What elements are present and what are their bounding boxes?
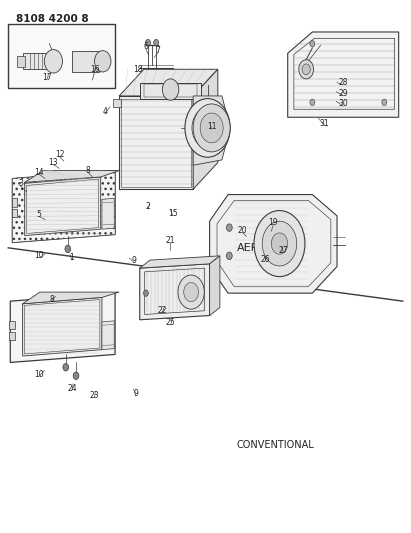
Circle shape [184, 282, 199, 302]
Polygon shape [210, 195, 337, 293]
Text: 10: 10 [34, 252, 44, 260]
Polygon shape [193, 69, 218, 189]
Circle shape [310, 99, 315, 106]
Text: 31: 31 [320, 119, 330, 128]
Polygon shape [102, 198, 114, 229]
Circle shape [254, 211, 305, 277]
Polygon shape [140, 256, 220, 268]
Circle shape [178, 275, 204, 309]
Polygon shape [27, 179, 99, 233]
Text: 5: 5 [37, 210, 42, 219]
Text: 11: 11 [207, 123, 217, 131]
Circle shape [192, 108, 223, 148]
Text: 26: 26 [260, 255, 270, 263]
Polygon shape [23, 292, 119, 304]
Circle shape [226, 224, 232, 231]
Text: 24: 24 [67, 384, 77, 392]
Circle shape [185, 99, 230, 157]
Polygon shape [102, 321, 114, 350]
Text: 2: 2 [145, 203, 150, 211]
Polygon shape [25, 177, 101, 236]
Circle shape [262, 221, 297, 266]
Circle shape [73, 372, 79, 379]
Polygon shape [12, 209, 17, 217]
Text: 9: 9 [131, 256, 136, 264]
Polygon shape [210, 256, 220, 316]
Circle shape [193, 104, 230, 152]
Text: 21: 21 [166, 237, 175, 245]
Text: 27: 27 [279, 246, 289, 255]
Text: 6: 6 [143, 43, 148, 51]
Polygon shape [25, 300, 100, 354]
Text: 20: 20 [238, 226, 247, 235]
Text: 23: 23 [90, 391, 99, 400]
Circle shape [154, 39, 159, 46]
Circle shape [65, 245, 71, 253]
Circle shape [143, 290, 148, 296]
Polygon shape [23, 53, 53, 69]
Polygon shape [119, 69, 218, 96]
Text: 9: 9 [133, 389, 138, 398]
Circle shape [302, 64, 310, 75]
Text: CONVENTIONAL: CONVENTIONAL [236, 440, 314, 450]
Text: 19: 19 [268, 219, 278, 227]
Text: 7: 7 [156, 46, 161, 54]
Text: 14: 14 [34, 168, 44, 176]
Polygon shape [119, 96, 193, 189]
Polygon shape [9, 332, 15, 340]
Text: 18: 18 [133, 65, 143, 74]
Text: 22: 22 [157, 306, 167, 314]
Text: AERO: AERO [237, 243, 268, 253]
Circle shape [226, 252, 232, 260]
Polygon shape [193, 96, 230, 165]
Polygon shape [113, 99, 121, 107]
Circle shape [299, 60, 314, 79]
Circle shape [145, 39, 150, 46]
Polygon shape [10, 293, 115, 362]
Polygon shape [72, 51, 99, 72]
Polygon shape [25, 171, 119, 182]
Text: 8: 8 [86, 166, 91, 175]
Circle shape [95, 51, 111, 72]
Text: 28: 28 [338, 78, 348, 87]
Text: 29: 29 [338, 89, 348, 98]
Polygon shape [288, 32, 399, 117]
Polygon shape [9, 321, 15, 329]
Text: 15: 15 [168, 209, 178, 217]
Text: 17: 17 [42, 73, 52, 82]
Circle shape [200, 113, 223, 143]
Text: 1: 1 [69, 254, 74, 262]
Text: 16: 16 [90, 65, 99, 74]
Text: 13: 13 [48, 158, 58, 167]
Circle shape [200, 118, 215, 138]
Polygon shape [17, 56, 25, 67]
Text: 10: 10 [34, 370, 44, 378]
Circle shape [44, 50, 62, 73]
Polygon shape [140, 264, 210, 320]
Text: 3: 3 [18, 180, 23, 188]
Text: 8: 8 [49, 295, 54, 304]
Text: 30: 30 [338, 100, 348, 108]
Polygon shape [140, 83, 201, 99]
Circle shape [310, 41, 315, 47]
Text: 4: 4 [102, 108, 107, 116]
Circle shape [382, 99, 387, 106]
Polygon shape [23, 297, 102, 356]
Text: 25: 25 [166, 318, 175, 327]
Polygon shape [12, 171, 115, 243]
Polygon shape [12, 171, 115, 243]
Text: 12: 12 [55, 150, 65, 159]
Circle shape [162, 79, 179, 100]
Circle shape [271, 233, 288, 254]
Polygon shape [8, 24, 115, 88]
Polygon shape [12, 198, 17, 207]
Circle shape [63, 364, 69, 371]
Text: 8108 4200 8: 8108 4200 8 [16, 14, 89, 23]
